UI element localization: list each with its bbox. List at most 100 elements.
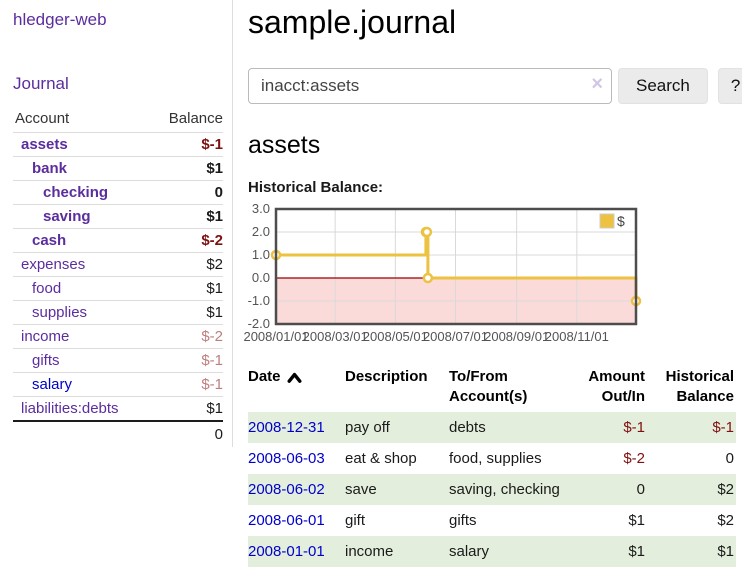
transaction-accounts: saving, checking <box>449 480 560 498</box>
transaction-amount: $1 <box>628 542 645 560</box>
svg-text:2008/05/01: 2008/05/01 <box>363 329 428 344</box>
account-link-expenses[interactable]: expenses <box>21 256 86 273</box>
transaction-description: pay off <box>345 418 390 436</box>
svg-text:2008/07/01: 2008/07/01 <box>423 329 488 344</box>
account-link-gifts[interactable]: gifts <box>32 352 60 369</box>
account-row: cash $-2 <box>13 228 223 253</box>
register-col-balance: Historical Balance <box>665 368 734 406</box>
account-balance: $-2 <box>150 324 223 349</box>
accounts-table: Account Balance assets $-1 bank $1 checking 0… <box>13 108 223 447</box>
sort-by-date[interactable]: Date <box>248 367 302 387</box>
search-box: × <box>248 68 612 104</box>
register-header-row: Date Description To/From Account(s) Amou… <box>248 365 736 412</box>
account-balance: $1 <box>150 276 223 301</box>
transaction-row: 2008-12-31 pay off debts $-1 $-1 <box>248 411 736 443</box>
account-row: supplies $1 <box>13 300 223 325</box>
transaction-description: income <box>345 542 394 560</box>
search-button[interactable]: Search <box>618 68 708 104</box>
account-balance: $2 <box>150 252 223 277</box>
page-title: sample.journal <box>248 4 457 40</box>
transaction-accounts: debts <box>449 418 486 436</box>
transaction-balance: $2 <box>717 480 734 498</box>
account-row: income $-2 <box>13 324 223 349</box>
account-row: bank $1 <box>13 156 223 181</box>
svg-text:2008/01/01: 2008/01/01 <box>243 329 308 344</box>
register-rows: 2008-12-31 pay off debts $-1 $-1 2008-06-03 ea… <box>248 411 736 567</box>
search-form: × Search ? <box>248 68 742 104</box>
svg-text:2.0: 2.0 <box>252 224 270 239</box>
account-balance: $-1 <box>150 372 223 397</box>
transaction-accounts: salary <box>449 542 490 560</box>
transaction-date-link[interactable]: 2008-06-03 <box>248 449 325 467</box>
brand-link[interactable]: hledger-web <box>13 10 107 29</box>
account-row: expenses $2 <box>13 252 223 277</box>
account-link-income[interactable]: income <box>21 328 70 345</box>
account-row: food $1 <box>13 276 223 301</box>
account-row: checking 0 <box>13 180 223 205</box>
search-input[interactable] <box>248 68 612 104</box>
account-link-cash[interactable]: cash <box>32 232 67 249</box>
account-balance: $-1 <box>150 348 223 373</box>
account-balance: $1 <box>150 300 223 325</box>
svg-text:2008/03/01: 2008/03/01 <box>303 329 368 344</box>
transaction-description: eat & shop <box>345 449 417 467</box>
main-content: sample.journal × Search ? assets Histori… <box>233 0 742 567</box>
transaction-amount: $-2 <box>623 449 645 467</box>
svg-text:3.0: 3.0 <box>252 201 270 216</box>
transaction-accounts: gifts <box>449 511 477 529</box>
accounts-total-value: 0 <box>150 420 223 447</box>
sort-ascending-icon <box>287 372 302 383</box>
svg-text:$: $ <box>617 213 625 229</box>
sidebar: hledger-web Journal Account Balance asse… <box>0 0 233 447</box>
transaction-date-link[interactable]: 2008-06-02 <box>248 480 325 498</box>
account-link-saving[interactable]: saving <box>43 208 91 225</box>
transaction-date-link[interactable]: 2008-06-01 <box>248 511 325 529</box>
transaction-balance: $1 <box>717 542 734 560</box>
svg-text:2008/11/01: 2008/11/01 <box>545 329 609 344</box>
clear-search-icon[interactable]: × <box>591 73 603 95</box>
account-link-supplies[interactable]: supplies <box>32 304 88 321</box>
account-link-food[interactable]: food <box>32 280 62 297</box>
legend-swatch <box>599 213 615 229</box>
account-link-assets[interactable]: assets <box>21 136 68 153</box>
account-link-checking[interactable]: checking <box>43 184 109 201</box>
account-link-salary[interactable]: salary <box>32 376 73 393</box>
chart-title: Historical Balance: <box>248 179 384 196</box>
account-link-bank[interactable]: bank <box>32 160 68 177</box>
transaction-row: 2008-06-02 save saving, checking 0 $2 <box>248 473 736 505</box>
sidebar-item-journal[interactable]: Journal <box>13 74 69 93</box>
account-row: assets $-1 <box>13 132 223 157</box>
help-button[interactable]: ? <box>717 68 742 104</box>
transaction-amount: 0 <box>636 480 645 498</box>
transaction-balance: 0 <box>725 449 734 467</box>
transaction-row: 2008-06-01 gift gifts $1 $2 <box>248 505 736 536</box>
svg-text:0.0: 0.0 <box>252 270 270 285</box>
account-balance: $1 <box>150 396 223 421</box>
accounts-col-balance: Balance <box>168 110 223 127</box>
accounts-rows: assets $-1 bank $1 checking 0 saving $1 cash $-2 e… <box>13 132 223 421</box>
register-col-accounts: To/From Account(s) <box>449 368 528 406</box>
accounts-col-account: Account <box>15 110 70 127</box>
svg-text:-2.0: -2.0 <box>248 316 270 331</box>
account-row: salary $-1 <box>13 372 223 397</box>
transaction-date-link[interactable]: 2008-12-31 <box>248 418 325 436</box>
register-col-amount: Amount Out/In <box>588 368 645 406</box>
transaction-balance: $2 <box>717 511 734 529</box>
transaction-amount: $-1 <box>623 418 645 436</box>
transaction-date-link[interactable]: 2008-01-01 <box>248 542 325 560</box>
account-link-liabilities-debts[interactable]: liabilities:debts <box>21 400 119 417</box>
account-balance: $1 <box>150 156 223 181</box>
register-col-description: Description <box>345 368 428 385</box>
svg-text:-1.0: -1.0 <box>248 293 270 308</box>
accounts-header-row: Account Balance <box>13 108 223 133</box>
transaction-balance: $-1 <box>712 418 734 436</box>
account-balance: 0 <box>150 180 223 205</box>
account-heading: assets <box>248 131 321 159</box>
register-col-date: Date <box>248 368 281 385</box>
transaction-accounts: food, supplies <box>449 449 542 467</box>
transaction-amount: $1 <box>628 511 645 529</box>
accounts-total-row: 0 <box>13 420 223 447</box>
transaction-description: gift <box>345 511 366 529</box>
historical-balance-chart: 2008/01/012008/03/012008/05/012008/07/01… <box>243 201 642 344</box>
